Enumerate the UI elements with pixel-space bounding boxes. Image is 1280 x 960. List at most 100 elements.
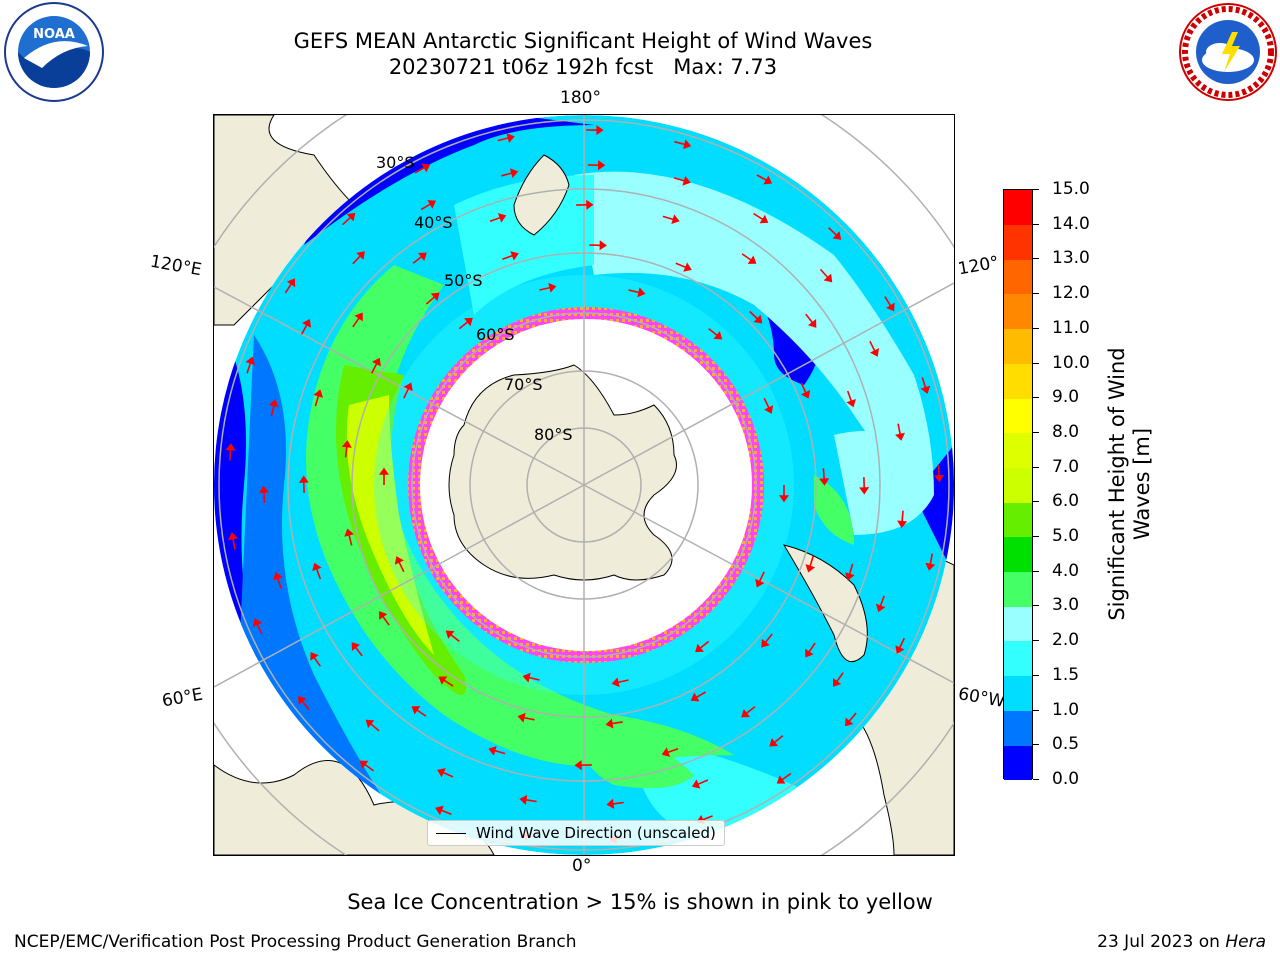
- wave-direction-arrow: [869, 340, 876, 352]
- colorbar-tick-label: 10.0: [1052, 352, 1090, 373]
- wave-direction-arrowhead: [418, 252, 427, 262]
- wave-direction-arrow: [828, 227, 838, 236]
- colorbar-segment: [1004, 502, 1032, 538]
- wave-direction-arrow: [808, 642, 816, 653]
- wave-direction-arrowhead: [776, 775, 786, 784]
- lon-label-120e: 120°E: [148, 251, 204, 281]
- wave-direction-arrowhead: [354, 312, 363, 322]
- wave-direction-arrow: [617, 679, 629, 684]
- lat-label-70s: 70°S: [504, 375, 543, 394]
- wave-direction-arrowhead: [832, 678, 842, 687]
- wave-direction-arrowhead: [769, 738, 779, 747]
- colorbar-segment: [1004, 467, 1032, 503]
- colorbar-tick: [1033, 605, 1039, 607]
- wave-direction-arrow: [848, 712, 857, 722]
- lon-label-60w: 60°W: [956, 684, 1007, 712]
- wave-direction-arrowhead: [683, 139, 692, 150]
- map-panel: 30°S 40°S 50°S 60°S 70°S 80°S Wind Wave …: [213, 114, 955, 856]
- wave-direction-arrowhead: [346, 212, 356, 222]
- wave-direction-arrow: [256, 623, 263, 635]
- wave-direction-arrow: [708, 327, 718, 337]
- colorbar-tick-label: 3.0: [1052, 595, 1080, 616]
- wave-direction-arrow: [403, 387, 410, 399]
- colorbar-tick: [1033, 709, 1039, 711]
- lat-label-40s: 40°S: [414, 213, 453, 232]
- wave-direction-arrow: [370, 363, 378, 374]
- wave-direction-arrow: [412, 255, 423, 264]
- wave-direction-arrow: [344, 446, 348, 458]
- wave-direction-arrowhead: [356, 251, 365, 260]
- wave-direction-arrowhead: [302, 318, 311, 328]
- wave-direction-arrowhead: [859, 487, 870, 495]
- legend-label: Wind Wave Direction (unscaled): [476, 824, 716, 842]
- wave-direction-arrowhead: [506, 133, 515, 143]
- wave-direction-arrowhead: [778, 495, 790, 503]
- wave-direction-arrowhead: [359, 760, 369, 769]
- wave-direction-arrow: [398, 561, 405, 573]
- wave-direction-arrow: [884, 296, 892, 307]
- wave-direction-arrowhead: [596, 125, 604, 136]
- wave-direction-arrowhead: [661, 747, 671, 757]
- wave-direction-arrow: [929, 553, 934, 565]
- wave-direction-arrowhead: [430, 292, 440, 302]
- nws-logo-icon: [1179, 3, 1277, 101]
- lat-label-60s: 60°S: [476, 325, 515, 344]
- wave-direction-arrowhead: [258, 485, 269, 494]
- colorbar-tick: [1033, 779, 1039, 780]
- wave-direction-arrowhead: [764, 405, 774, 414]
- wave-direction-arrowhead: [403, 382, 413, 392]
- wave-direction-arrow: [246, 362, 252, 374]
- colorbar: [1003, 189, 1033, 781]
- colorbar-segment: [1004, 537, 1032, 573]
- wave-direction-arrow: [753, 212, 764, 221]
- colorbar-tick-label: 8.0: [1052, 421, 1080, 442]
- wave-direction-arrow: [819, 268, 829, 279]
- wave-direction-arrow: [263, 491, 266, 504]
- colorbar-tick-label: 13.0: [1052, 248, 1090, 269]
- wave-direction-arrowhead: [509, 168, 519, 179]
- wave-direction-arrow: [416, 709, 427, 717]
- wave-direction-arrow: [611, 721, 623, 725]
- colorbar-segment: [1004, 398, 1032, 434]
- colorbar-title: Significant Height of Wind Waves [m]: [1105, 347, 1154, 621]
- colorbar-segment: [1004, 641, 1032, 677]
- wave-direction-arrowhead: [298, 475, 309, 483]
- wave-direction-arrow: [809, 555, 815, 567]
- colorbar-tick: [1033, 674, 1039, 676]
- footer-date: 23 Jul 2023 on Hera: [1097, 932, 1266, 952]
- wave-direction-arrow: [354, 646, 363, 657]
- wave-direction-arrowhead: [845, 717, 854, 727]
- map-legend: Wind Wave Direction (unscaled): [427, 820, 725, 846]
- wave-direction-arrowhead: [823, 273, 833, 283]
- wave-direction-arrowhead: [497, 213, 507, 223]
- wave-direction-arrow: [284, 283, 293, 294]
- wave-direction-arrow: [937, 464, 940, 476]
- colorbar-tick-label: 6.0: [1052, 491, 1080, 512]
- wave-direction-arrowhead: [920, 385, 931, 394]
- wave-direction-arrowhead: [286, 278, 296, 288]
- colorbar-segment: [1004, 328, 1032, 364]
- wave-direction-arrow: [382, 615, 390, 626]
- colorbar-tick: [1033, 258, 1039, 260]
- colorbar-tick: [1033, 362, 1039, 364]
- wave-direction-arrow: [805, 313, 814, 324]
- lat-label-80s: 80°S: [534, 425, 573, 444]
- wave-direction-arrowhead: [763, 175, 773, 185]
- wave-direction-arrow: [315, 568, 322, 580]
- wave-direction-arrow: [276, 577, 282, 589]
- wave-direction-arrow: [528, 676, 540, 681]
- chart-subtitle: 20230721 t06z 192h fcst Max: 7.73: [388, 55, 778, 79]
- wave-direction-arrowhead: [605, 718, 614, 729]
- wave-direction-arrow: [523, 716, 535, 721]
- colorbar-tick: [1033, 501, 1039, 503]
- wave-direction-arrow: [749, 310, 759, 320]
- wave-direction-arrow: [848, 563, 854, 575]
- wave-direction-arrow: [758, 571, 765, 583]
- colorbar-tick-label: 2.0: [1052, 630, 1080, 651]
- wave-direction-arrow: [763, 397, 770, 409]
- wave-direction-arrowhead: [713, 331, 723, 340]
- wave-direction-arrow: [879, 595, 885, 607]
- wave-direction-arrowhead: [691, 779, 701, 789]
- graticule: [214, 115, 954, 855]
- wave-direction-arrowhead: [895, 645, 905, 654]
